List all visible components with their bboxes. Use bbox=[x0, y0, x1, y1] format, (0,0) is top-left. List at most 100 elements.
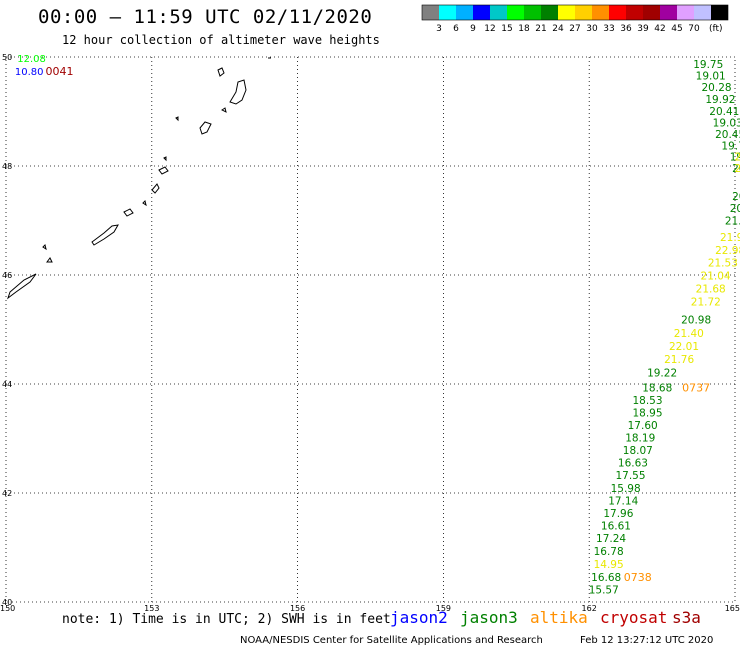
wave-height-value: 20.28 bbox=[702, 82, 732, 94]
x-tick-label: 159 bbox=[436, 604, 451, 613]
x-tick-label: 150 bbox=[0, 604, 15, 613]
wave-height-value: 17.96 bbox=[603, 508, 633, 520]
colorbar-label: 45 bbox=[671, 24, 682, 34]
y-tick-label: 42 bbox=[2, 489, 12, 498]
colorbar-swatch bbox=[677, 5, 694, 20]
wave-height-value: 20.29 bbox=[732, 163, 740, 175]
wave-height-value: 20.35 bbox=[730, 203, 740, 215]
wave-height-value: 22.01 bbox=[669, 341, 699, 353]
x-tick-label: 165 bbox=[725, 604, 740, 613]
wave-height-value: 16.61 bbox=[601, 521, 631, 533]
series-jason3: 19.7519.0120.2819.9220.4119.0320.4519.79… bbox=[589, 59, 740, 596]
colorbar-label: 27 bbox=[569, 24, 580, 34]
wave-height-value: 21.28 bbox=[735, 152, 740, 164]
wave-height-value: 16.78 bbox=[594, 546, 624, 558]
wave-height-value: 21.68 bbox=[696, 284, 726, 296]
wave-height-value: 17.55 bbox=[615, 470, 645, 482]
colorbar-swatch bbox=[643, 5, 660, 20]
wave-height-value: 19.79 bbox=[721, 140, 740, 152]
colorbar-swatch bbox=[507, 5, 524, 20]
wave-height-value: 20.45 bbox=[715, 129, 740, 141]
coastline-segment bbox=[7, 273, 37, 300]
coastline-segment bbox=[158, 166, 169, 175]
colorbar-swatch bbox=[694, 5, 711, 20]
colorbar-label: 21 bbox=[535, 24, 546, 34]
wave-height-value: 19.22 bbox=[647, 368, 677, 380]
coastline-segment bbox=[123, 208, 134, 217]
x-tick-label: 162 bbox=[582, 604, 597, 613]
wave-height-value: 18.07 bbox=[623, 445, 653, 457]
colorbar-label: 3 bbox=[436, 24, 442, 34]
colorbar-swatch bbox=[711, 5, 728, 20]
wave-height-value: 18.68 bbox=[642, 382, 672, 394]
colorbar-swatch bbox=[456, 5, 473, 20]
colorbar-frame bbox=[421, 4, 729, 21]
legend-jason2: jason2 bbox=[390, 608, 448, 627]
colorbar-swatch bbox=[575, 5, 592, 20]
coastline-segment bbox=[175, 116, 179, 122]
wave-height-value: 21.33 bbox=[735, 163, 740, 175]
colorbar-label: 30 bbox=[586, 24, 598, 34]
colorbar-label: 24 bbox=[552, 24, 564, 34]
coastline-segment bbox=[217, 67, 225, 77]
colorbar-label: 42 bbox=[654, 24, 665, 34]
colorbar-swatch bbox=[490, 5, 507, 20]
wave-height-value: 20.98 bbox=[681, 315, 711, 327]
wave-height-value: 18.53 bbox=[632, 395, 662, 407]
coastline-segment bbox=[46, 257, 53, 263]
colorbar-unit: (ft) bbox=[709, 24, 723, 34]
wave-height-value: 19.01 bbox=[696, 71, 726, 83]
footer-credit: NOAA/NESDIS Center for Satellite Applica… bbox=[240, 635, 543, 646]
colorbar-label: 6 bbox=[453, 24, 459, 34]
wave-height-value: 15.57 bbox=[589, 584, 619, 596]
colorbar-label: 15 bbox=[501, 24, 512, 34]
chart-title: 00:00 – 11:59 UTC 02/11/2020 bbox=[38, 6, 373, 28]
wave-height-value: 18.19 bbox=[625, 432, 655, 444]
colorbar-label: 18 bbox=[518, 24, 530, 34]
legend-jason3: jason3 bbox=[460, 608, 518, 627]
colorbar-label: 36 bbox=[620, 24, 632, 34]
colorbar-label: 12 bbox=[484, 24, 495, 34]
corner-wave-value: 12.08 bbox=[17, 54, 46, 65]
colorbar-swatch bbox=[439, 5, 456, 20]
y-tick-label: 40 bbox=[2, 598, 12, 607]
coastline-segment bbox=[42, 244, 47, 251]
wave-height-value: 21.53 bbox=[708, 257, 738, 269]
wave-height-value: 19.75 bbox=[693, 59, 723, 71]
x-tick-label: 153 bbox=[144, 604, 159, 613]
wave-height-value: 17.24 bbox=[596, 533, 626, 545]
corner-wave-value: 10.80 bbox=[15, 67, 44, 78]
wave-height-value: 22.98 bbox=[715, 245, 740, 257]
wave-height-value: 17.60 bbox=[628, 420, 658, 432]
colorbar-swatch bbox=[524, 5, 541, 20]
legend-s3a: s3a bbox=[672, 608, 701, 627]
wave-height-value: 20.81 bbox=[732, 191, 740, 203]
wave-height-value: 16.63 bbox=[618, 457, 648, 469]
wave-height-value: 20.41 bbox=[709, 106, 739, 118]
colorbar-label: 39 bbox=[637, 24, 649, 34]
chart-subtitle: 12 hour collection of altimeter wave hei… bbox=[62, 33, 380, 47]
footer-timestamp: Feb 12 13:27:12 UTC 2020 bbox=[580, 635, 714, 646]
wave-height-value: 19.92 bbox=[705, 94, 735, 106]
colorbar-label: 9 bbox=[470, 24, 476, 34]
wave-height-value: 19.03 bbox=[713, 117, 740, 129]
wave-height-value: 15.98 bbox=[611, 483, 641, 495]
colorbar-swatch bbox=[558, 5, 575, 20]
wave-height-value: 21.93 bbox=[720, 232, 740, 244]
y-tick-label: 46 bbox=[2, 271, 12, 280]
wave-height-value: 19.66 bbox=[730, 152, 740, 164]
colorbar-swatch bbox=[541, 5, 558, 20]
wave-height-value: 17.14 bbox=[608, 496, 638, 508]
coastline-segment bbox=[221, 107, 227, 113]
coastline-segment bbox=[142, 200, 147, 207]
y-tick-label: 44 bbox=[2, 380, 12, 389]
pass-time-label: 0738 bbox=[624, 571, 652, 584]
wave-height-value: 21.72 bbox=[691, 297, 721, 309]
wave-height-value: 16.68 bbox=[591, 572, 621, 584]
colorbar-swatch bbox=[592, 5, 609, 20]
wave-height-value: 21.04 bbox=[701, 271, 731, 283]
coastline-segment bbox=[91, 224, 119, 246]
colorbar-swatch bbox=[473, 5, 490, 20]
colorbar-label: 33 bbox=[603, 24, 614, 34]
